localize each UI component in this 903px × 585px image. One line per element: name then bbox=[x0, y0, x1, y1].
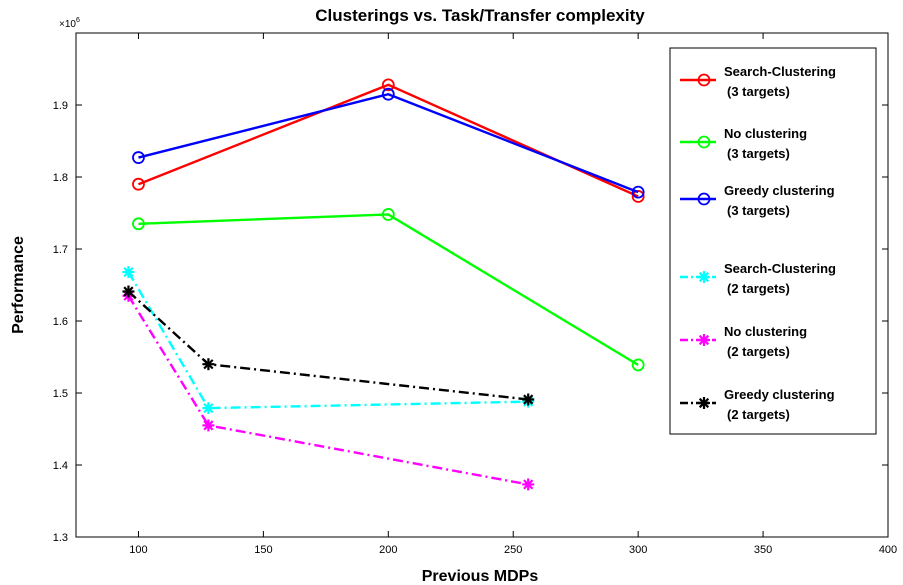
x-tick-label: 300 bbox=[629, 544, 647, 556]
data-point bbox=[202, 419, 215, 432]
legend-entry: Search-Clustering (3 targets) bbox=[680, 64, 836, 99]
legend-entry: No clustering (3 targets) bbox=[680, 126, 807, 161]
series-2 bbox=[132, 208, 645, 372]
legend-marker bbox=[698, 397, 710, 409]
y-axis-multiplier: ×106 bbox=[59, 17, 80, 30]
legend-label: Search-Clustering bbox=[724, 64, 836, 79]
x-axis-label: Previous MDPs bbox=[422, 568, 539, 585]
y-multiplier-base: ×10 bbox=[59, 19, 76, 30]
y-tick-label: 1.8 bbox=[53, 172, 68, 184]
series-3 bbox=[132, 87, 645, 199]
legend-marker bbox=[697, 192, 711, 206]
x-tick-label: 350 bbox=[754, 544, 772, 556]
data-point bbox=[381, 87, 395, 101]
y-tick-label: 1.7 bbox=[53, 244, 68, 256]
x-tick-label: 100 bbox=[129, 544, 147, 556]
legend-sublabel: (3 targets) bbox=[727, 146, 790, 161]
series-line bbox=[138, 213, 639, 366]
legend-entry: Greedy clustering (2 targets) bbox=[680, 387, 835, 422]
series-line bbox=[127, 295, 529, 486]
data-point bbox=[132, 177, 145, 191]
axis-ticks: 100 150 200 250 300 350 400 1.3 1.4 1.5 1.6 1.7 1.8 1… bbox=[53, 33, 897, 556]
data-point bbox=[122, 285, 135, 298]
y-tick-label: 1.3 bbox=[53, 532, 68, 544]
legend-label: No clustering bbox=[724, 126, 807, 141]
y-tick-label: 1.4 bbox=[53, 460, 68, 472]
x-tick-label: 200 bbox=[379, 544, 397, 556]
y-tick-label: 1.9 bbox=[53, 100, 68, 112]
y-axis-label: Performance bbox=[10, 236, 27, 334]
data-point bbox=[132, 151, 145, 164]
data-point bbox=[132, 217, 145, 231]
chart-title: Clusterings vs. Task/Transfer complexity bbox=[315, 6, 645, 25]
legend-sublabel: (2 targets) bbox=[727, 344, 790, 359]
legend-box bbox=[669, 47, 877, 435]
series-line bbox=[138, 92, 639, 194]
y-tick-label: 1.5 bbox=[53, 388, 68, 400]
legend-sublabel: (2 targets) bbox=[727, 281, 790, 296]
legend-label: No clustering bbox=[724, 324, 807, 339]
data-point bbox=[522, 393, 535, 406]
series-6 bbox=[122, 285, 535, 406]
data-point bbox=[202, 358, 215, 371]
legend-sublabel: (2 targets) bbox=[727, 407, 790, 422]
data-point bbox=[381, 78, 395, 92]
legend-marker bbox=[697, 73, 711, 87]
legend-marker bbox=[697, 135, 711, 149]
legend-label: Greedy clustering bbox=[724, 183, 835, 198]
data-point bbox=[631, 358, 645, 372]
data-point bbox=[122, 266, 135, 279]
legend-marker bbox=[698, 271, 710, 283]
legend-entry: Search-Clustering (2 targets) bbox=[680, 261, 836, 296]
series-layer bbox=[122, 78, 645, 491]
legend-sublabel: (3 targets) bbox=[727, 84, 790, 99]
legend-label: Greedy clustering bbox=[724, 387, 835, 402]
x-tick-label: 250 bbox=[504, 544, 522, 556]
legend-entry: No clustering (2 targets) bbox=[680, 324, 807, 359]
data-point bbox=[381, 208, 395, 221]
y-multiplier-exponent: 6 bbox=[76, 17, 80, 24]
legend-marker bbox=[698, 334, 710, 346]
legend-entry: Greedy clustering (3 targets) bbox=[680, 183, 835, 218]
x-tick-label: 150 bbox=[254, 544, 272, 556]
data-point bbox=[202, 402, 215, 415]
legend: Search-Clustering(3 targets)No clusterin… bbox=[669, 47, 877, 435]
legend-sublabel: (3 targets) bbox=[727, 203, 790, 218]
data-point bbox=[631, 185, 645, 199]
y-tick-label: 1.6 bbox=[53, 316, 68, 328]
legend-label: Search-Clustering bbox=[724, 261, 836, 276]
x-tick-label: 400 bbox=[879, 544, 897, 556]
data-point bbox=[522, 478, 535, 491]
